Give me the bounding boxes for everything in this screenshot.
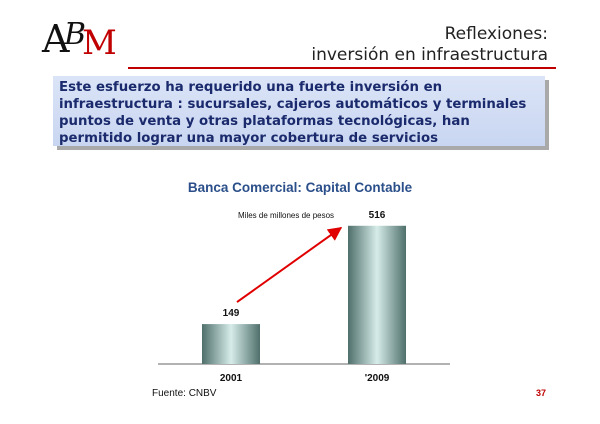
bar-0: [202, 324, 260, 364]
logo-letter-b: B: [63, 17, 86, 52]
x-tick-label-0: 2001: [220, 373, 243, 384]
slide-title-line1: Reflexiones:: [444, 24, 548, 44]
logo-letter-a: A: [41, 17, 70, 61]
abm-logo: A B M: [41, 17, 116, 62]
x-tick-label-1: '2009: [365, 373, 390, 384]
callout-box: Este esfuerzo ha requerido una fuerte in…: [53, 76, 545, 146]
slide-title-line2: inversión en infraestructura: [311, 45, 548, 65]
bar-1: [348, 225, 406, 364]
title-divider: [128, 67, 556, 69]
logo-letter-m: M: [82, 23, 116, 62]
unit-label: Miles de millones de pesos: [238, 211, 334, 220]
page-number: 37: [536, 388, 547, 398]
data-label-1: 516: [369, 210, 386, 221]
source-note: Fuente: CNBV: [152, 388, 217, 399]
slide-title: Reflexiones: inversión en infraestructur…: [311, 24, 548, 66]
data-label-0: 149: [223, 308, 240, 319]
chart-title: Banca Comercial: Capital Contable: [187, 180, 413, 195]
trend-arrow: [236, 226, 343, 303]
